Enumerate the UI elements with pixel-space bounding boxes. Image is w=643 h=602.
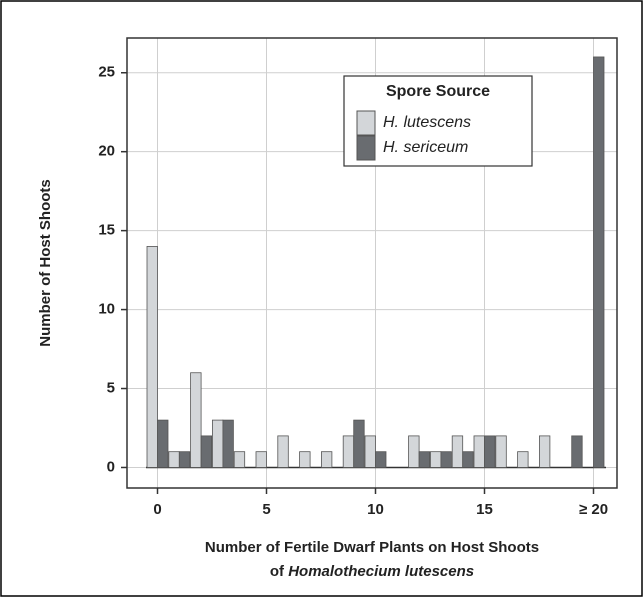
x-tick-label: ≥ 20 [579, 501, 608, 518]
y-tick-label: 15 [98, 222, 115, 239]
legend: Spore Source H. lutescens H. sericeum [343, 75, 533, 167]
bar [342, 435, 355, 468]
y-tick-label: 25 [98, 64, 115, 81]
bar [539, 435, 551, 468]
y-axis-label: Number of Host Shoots [37, 179, 54, 347]
bar [473, 435, 485, 468]
bar [451, 435, 464, 468]
bar [211, 419, 224, 468]
bar [255, 451, 267, 468]
bar [364, 435, 376, 468]
bar [190, 372, 202, 468]
bar [429, 451, 442, 468]
x-tick-label: 10 [367, 501, 384, 518]
bar [353, 419, 365, 468]
bar [320, 451, 333, 468]
bar [277, 435, 289, 468]
bar [484, 435, 496, 468]
x-axis-label-part: Homalothecium lutescens [288, 563, 474, 580]
legend-title: Spore Source [386, 83, 490, 100]
x-tick-label: 5 [262, 501, 270, 518]
bar [222, 419, 234, 468]
x-tick-label: 15 [476, 501, 493, 518]
y-tick-label: 20 [98, 143, 115, 160]
bar [517, 451, 529, 468]
plot-frame [126, 37, 618, 489]
bar [593, 56, 605, 468]
y-tick-label: 0 [107, 458, 115, 475]
bar [440, 451, 452, 468]
bar [495, 435, 507, 468]
y-tick-label: 10 [98, 301, 115, 318]
bar [157, 419, 169, 468]
legend-label: H. sericeum [383, 139, 468, 156]
bar [200, 435, 213, 468]
bar [168, 451, 180, 468]
bar [233, 451, 246, 468]
x-tick-label: 0 [153, 501, 161, 518]
y-tick-label: 5 [107, 379, 115, 396]
legend-swatch [356, 135, 376, 161]
bar [299, 451, 311, 468]
bar [178, 451, 191, 468]
bar [418, 451, 431, 468]
x-axis-label-part: of [270, 563, 285, 580]
bar [408, 435, 420, 468]
x-axis-label: Number of Fertile Dwarf Plants on Host S… [205, 539, 539, 556]
bar [571, 435, 583, 468]
bar [462, 451, 474, 468]
x-axis-label-2: of Homalothecium lutescens [270, 563, 474, 580]
legend-swatch [356, 110, 376, 136]
bar [146, 246, 158, 468]
legend-label: H. lutescens [383, 114, 471, 131]
bar [375, 451, 387, 468]
